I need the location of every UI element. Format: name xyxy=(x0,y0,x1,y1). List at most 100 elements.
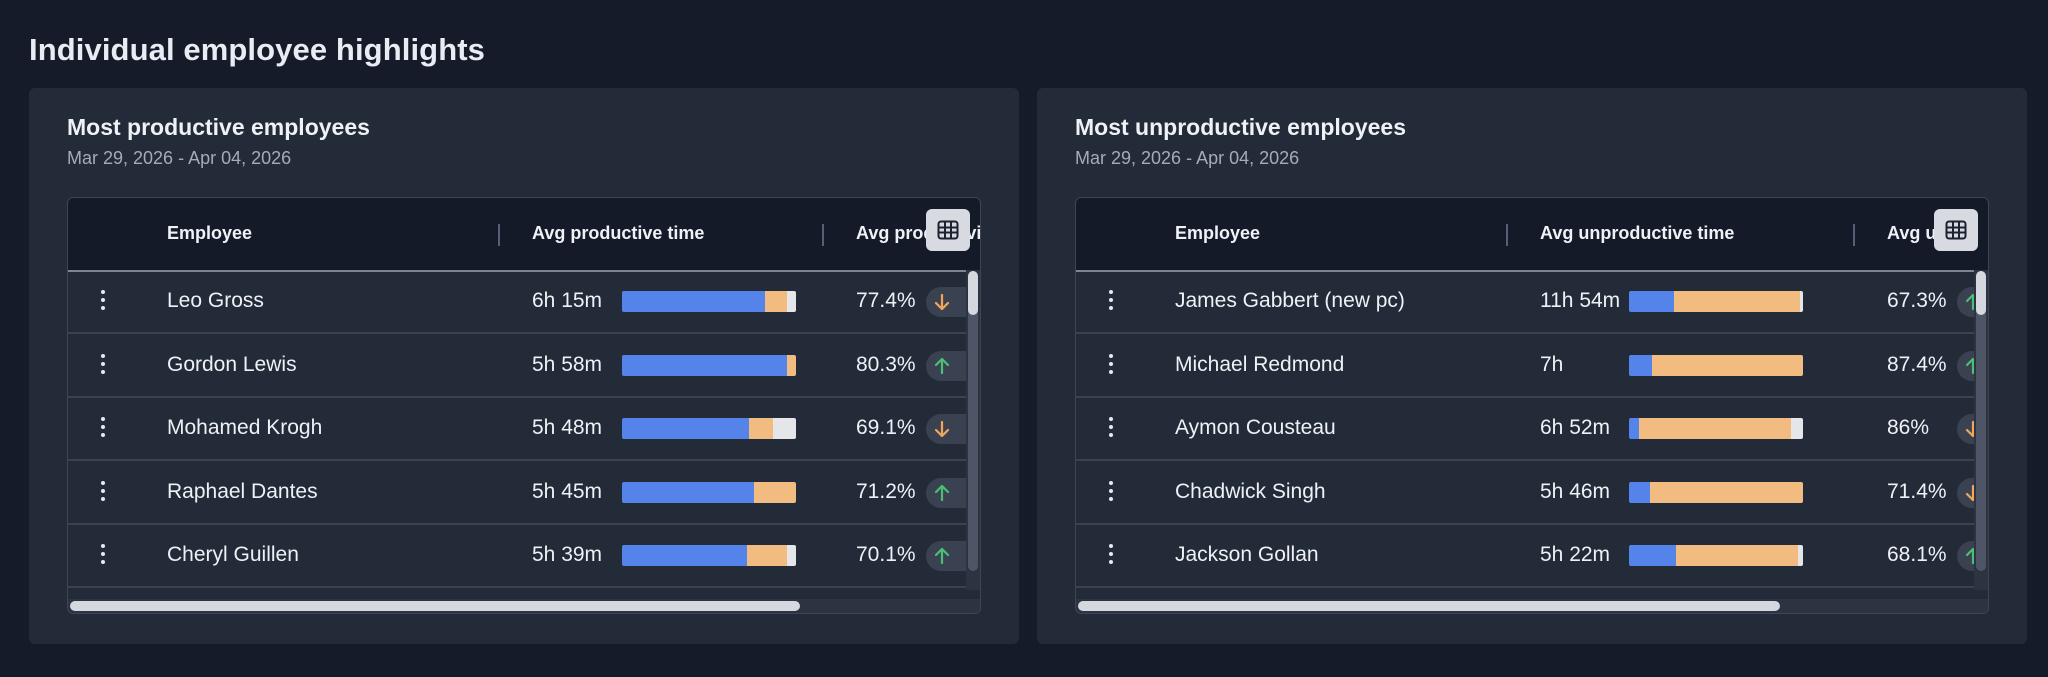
unproductive-segment xyxy=(1649,481,1803,503)
table-row[interactable]: James Gabbert (new pc) 11h 54m 67.3% xyxy=(1076,270,1988,334)
column-header-avg-time[interactable]: Avg productive time xyxy=(532,223,705,243)
productive-panel: Most productive employees Mar 29, 2026 -… xyxy=(29,88,1019,644)
time-breakdown-bar[interactable] xyxy=(1629,291,1803,312)
more-vertical-icon[interactable] xyxy=(1108,544,1114,566)
table-row[interactable]: Gordon Lewis 5h 58m 80.3% xyxy=(68,334,980,398)
horizontal-scrollbar-thumb[interactable] xyxy=(1078,601,1781,611)
column-resize-handle[interactable] xyxy=(822,224,824,246)
date-range: Mar 29, 2026 - Apr 04, 2026 xyxy=(67,148,292,168)
time-breakdown-bar[interactable] xyxy=(622,545,796,566)
productive-segment xyxy=(622,291,765,312)
productive-segment xyxy=(1629,354,1652,376)
table-row[interactable]: Aymon Cousteau 6h 52m 86% xyxy=(1076,397,1988,461)
avg-time-value: 5h 45m xyxy=(532,479,603,503)
avg-time-value: 6h 52m xyxy=(1540,416,1611,439)
employee-name[interactable]: Michael Redmond xyxy=(1175,352,1345,376)
time-breakdown-bar[interactable] xyxy=(1629,545,1803,566)
more-vertical-icon[interactable] xyxy=(100,417,106,439)
column-header-employee[interactable]: Employee xyxy=(1175,223,1261,243)
vertical-scrollbar-track xyxy=(1976,271,1986,571)
time-breakdown-bar[interactable] xyxy=(1629,354,1803,376)
employee-name[interactable]: Gordon Lewis xyxy=(167,352,297,376)
table-row[interactable]: Mohamed Krogh 5h 48m 69.1% xyxy=(68,397,980,461)
arrow-up-icon xyxy=(934,357,950,374)
table-row[interactable]: Leo Gross 6h 15m 77.4% xyxy=(68,270,980,334)
time-breakdown-bar[interactable] xyxy=(1629,481,1803,503)
arrow-up-icon xyxy=(934,484,950,501)
table-header: Employee Avg productive time Avg product… xyxy=(68,198,980,272)
unproductive-segment xyxy=(1639,418,1791,439)
avg-percentage-value: 87.4% xyxy=(1887,352,1947,376)
unproductive-segment xyxy=(787,354,796,376)
table-grid-button[interactable] xyxy=(926,209,970,251)
table-grid-icon xyxy=(937,220,959,240)
column-resize-handle[interactable] xyxy=(1506,224,1508,246)
productive-segment xyxy=(622,418,750,439)
table-row[interactable]: Chadwick Singh 5h 46m 71.4% xyxy=(1076,461,1988,525)
productive-segment xyxy=(1629,545,1676,566)
table-row[interactable]: Michael Redmond 7h 87.4% xyxy=(1076,334,1988,398)
more-vertical-icon[interactable] xyxy=(1108,417,1114,439)
unproductive-segment xyxy=(1675,545,1798,566)
employee-name[interactable]: Jackson Gollan xyxy=(1175,543,1319,566)
vertical-scrollbar-thumb[interactable] xyxy=(1976,271,1986,315)
more-vertical-icon[interactable] xyxy=(1108,290,1114,312)
unproductive-panel: Most unproductive employees Mar 29, 2026… xyxy=(1037,88,2027,644)
column-header-employee[interactable]: Employee xyxy=(167,223,253,243)
avg-time-value: 5h 22m xyxy=(1540,543,1611,566)
neutral-segment xyxy=(1799,291,1803,312)
productive-segment xyxy=(1629,481,1650,503)
more-vertical-icon[interactable] xyxy=(100,353,106,376)
employee-name[interactable]: Chadwick Singh xyxy=(1175,479,1326,503)
avg-percentage-value: 86% xyxy=(1887,416,1930,439)
table-row[interactable]: Cheryl Guillen 5h 39m 70.1% xyxy=(68,524,980,588)
avg-time-value: 5h 48m xyxy=(532,416,603,439)
neutral-segment xyxy=(787,291,796,312)
avg-percentage-value: 67.3% xyxy=(1887,289,1947,312)
productive-segment xyxy=(622,545,748,566)
unproductive-segment xyxy=(764,291,788,312)
panel-title: Most unproductive employees xyxy=(1075,114,1407,140)
more-vertical-icon[interactable] xyxy=(1108,480,1114,503)
neutral-segment xyxy=(773,418,796,439)
productive-segment xyxy=(622,481,755,503)
employee-name[interactable]: Mohamed Krogh xyxy=(167,416,323,439)
unproductive-segment xyxy=(1674,291,1800,312)
vertical-scrollbar-thumb[interactable] xyxy=(968,271,978,315)
arrow-up-icon xyxy=(934,547,950,565)
productive-segment xyxy=(1629,418,1640,439)
horizontal-scrollbar-thumb[interactable] xyxy=(70,601,800,611)
employee-name[interactable]: James Gabbert (new pc) xyxy=(1175,289,1405,312)
employee-name[interactable]: Raphael Dantes xyxy=(167,479,318,503)
employee-name[interactable]: Cheryl Guillen xyxy=(167,543,299,566)
more-vertical-icon[interactable] xyxy=(100,480,106,503)
column-header-avg-pct[interactable]: Avg u xyxy=(1887,223,1937,243)
avg-time-value: 5h 46m xyxy=(1540,479,1611,503)
unproductive-segment xyxy=(747,545,788,566)
more-vertical-icon[interactable] xyxy=(1108,353,1114,376)
employee-name[interactable]: Aymon Cousteau xyxy=(1175,416,1336,439)
unproductive-segment xyxy=(754,481,796,503)
time-breakdown-bar[interactable] xyxy=(1629,418,1803,439)
table-grid-button[interactable] xyxy=(1934,209,1978,251)
employee-name[interactable]: Leo Gross xyxy=(167,289,264,312)
table-row[interactable]: Raphael Dantes 5h 45m 71.2% xyxy=(68,461,980,525)
avg-percentage-value: 71.4% xyxy=(1887,479,1947,503)
column-resize-handle[interactable] xyxy=(1853,224,1855,246)
time-breakdown-bar[interactable] xyxy=(622,291,796,312)
productive-table: Employee Avg productive time Avg product… xyxy=(67,197,981,614)
neutral-segment xyxy=(787,545,796,566)
column-header-avg-time[interactable]: Avg unproductive time xyxy=(1540,223,1735,243)
avg-percentage-value: 68.1% xyxy=(1887,543,1947,566)
avg-percentage-value: 80.3% xyxy=(856,352,916,376)
unproductive-segment xyxy=(749,418,774,439)
table-row[interactable]: Jackson Gollan 5h 22m 68.1% xyxy=(1076,524,1988,588)
more-vertical-icon[interactable] xyxy=(100,290,106,312)
column-resize-handle[interactable] xyxy=(498,224,500,246)
time-breakdown-bar[interactable] xyxy=(622,481,796,503)
time-breakdown-bar[interactable] xyxy=(622,354,796,376)
time-breakdown-bar[interactable] xyxy=(622,418,796,439)
section-title: Individual employee highlights xyxy=(29,32,485,67)
avg-time-value: 6h 15m xyxy=(532,289,603,312)
more-vertical-icon[interactable] xyxy=(100,544,106,566)
